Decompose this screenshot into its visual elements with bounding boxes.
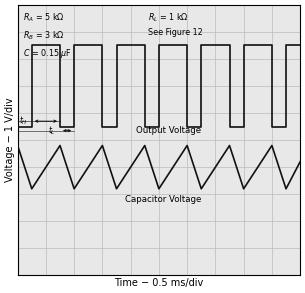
Text: Output Voltage: Output Voltage [136, 126, 201, 135]
Text: Capacitor Voltage: Capacitor Voltage [125, 195, 201, 204]
Text: $t_L$: $t_L$ [48, 125, 56, 137]
Text: $t_H$: $t_H$ [19, 115, 27, 127]
X-axis label: Time − 0.5 ms/div: Time − 0.5 ms/div [114, 278, 203, 288]
Y-axis label: Voltage − 1 V/div: Voltage − 1 V/div [5, 98, 15, 183]
Text: $R_L$ = 1 k$\Omega$
See Figure 12: $R_L$ = 1 k$\Omega$ See Figure 12 [148, 12, 202, 37]
Text: $R_A$ = 5 k$\Omega$
$R_B$ = 3 k$\Omega$
$C$ = 0.15 $\mu$F: $R_A$ = 5 k$\Omega$ $R_B$ = 3 k$\Omega$ … [23, 12, 72, 59]
